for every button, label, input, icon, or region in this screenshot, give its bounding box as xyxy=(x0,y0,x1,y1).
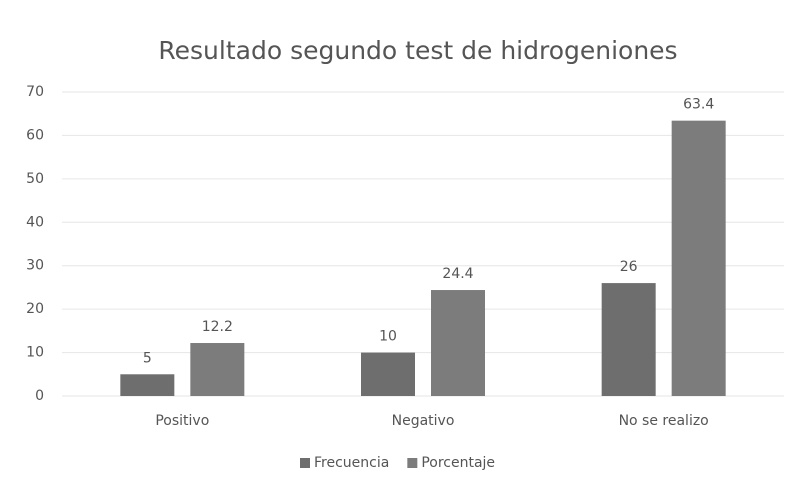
chart-title: Resultado segundo test de hidrogeniones xyxy=(158,36,677,65)
x-tick-label: Positivo xyxy=(155,413,209,429)
data-label: 24.4 xyxy=(442,266,473,282)
y-tick-label: 10 xyxy=(26,345,44,361)
data-label: 10 xyxy=(379,329,397,345)
bar xyxy=(120,374,175,396)
legend-label: Porcentaje xyxy=(421,455,495,471)
y-tick-label: 0 xyxy=(35,388,44,404)
x-tick-label: No se realizo xyxy=(619,413,709,429)
bar xyxy=(671,120,726,397)
bar xyxy=(431,290,485,396)
y-tick-label: 40 xyxy=(26,214,44,230)
legend-swatch xyxy=(300,458,310,468)
bar xyxy=(601,283,656,396)
data-label: 5 xyxy=(143,350,152,366)
data-label: 12.2 xyxy=(202,319,233,335)
legend-label: Frecuencia xyxy=(314,455,389,471)
y-tick-label: 60 xyxy=(26,127,44,143)
bar xyxy=(190,343,245,396)
x-tick-label: Negativo xyxy=(392,413,455,429)
bar xyxy=(361,352,415,396)
y-tick-label: 70 xyxy=(26,84,44,100)
y-tick-label: 30 xyxy=(26,258,44,274)
data-label: 26 xyxy=(620,259,638,275)
legend-swatch xyxy=(407,458,418,468)
data-label: 63.4 xyxy=(683,97,714,113)
y-tick-label: 50 xyxy=(26,171,44,187)
y-tick-label: 20 xyxy=(26,301,44,317)
